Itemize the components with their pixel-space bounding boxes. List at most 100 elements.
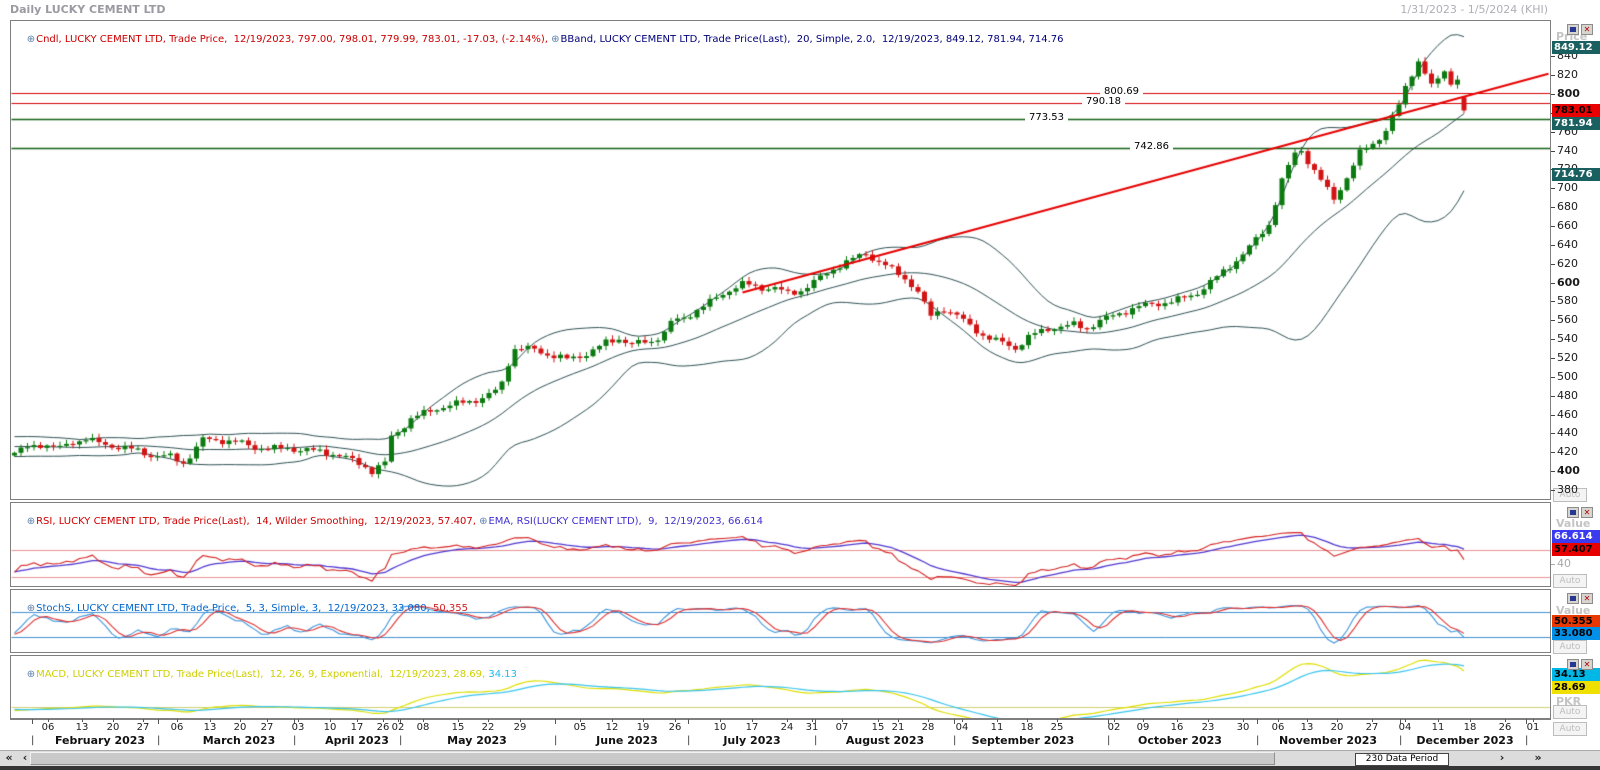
rsi-series-label[interactable]: RSI, LUCKY CEMENT LTD, Trade Price(Last)… <box>36 516 480 527</box>
price-panel-header: ⊕Cndl, LUCKY CEMENT LTD, Trade Price, 12… <box>14 23 1064 56</box>
day-tick-label: 20 <box>1330 722 1344 733</box>
price-axis-tick-label: 440 <box>1557 426 1578 439</box>
day-tick <box>997 719 998 722</box>
rsi-ema-series-label[interactable]: EMA, RSI(LUCKY CEMENT LTD), 9, 12/19/202… <box>488 516 763 527</box>
day-tick <box>812 719 813 722</box>
indicator-toggle-icon[interactable]: ⊕ <box>551 34 560 45</box>
day-tick-label: 25 <box>1050 722 1064 733</box>
price-axis-tick-label: 800 <box>1557 87 1580 100</box>
rsi-chart-canvas[interactable] <box>11 503 1550 586</box>
scroll-far-left-button[interactable]: « <box>5 751 13 764</box>
day-tick-label: 17 <box>745 722 759 733</box>
stochastic-series-label[interactable]: StochS, LUCKY CEMENT LTD, Trade Price, 5… <box>36 603 433 614</box>
indicator-toggle-icon[interactable]: ⊕ <box>26 669 36 680</box>
close-icon[interactable]: ✕ <box>1581 24 1593 35</box>
day-tick <box>643 719 644 722</box>
auto-scale-button[interactable]: Auto <box>1553 640 1587 654</box>
day-tick-label: 31 <box>805 722 819 733</box>
day-tick <box>1372 719 1373 722</box>
day-tick-label: 01 <box>1526 722 1540 733</box>
rsi-panel-header: ⊕RSI, LUCKY CEMENT LTD, Trade Price(Last… <box>14 505 763 538</box>
month-separator: | <box>554 735 558 746</box>
month-label: December 2023 <box>1416 734 1514 747</box>
price-axis-tick-label: 600 <box>1557 276 1580 289</box>
minimize-button[interactable] <box>1567 507 1579 518</box>
restore-icon <box>1570 596 1576 601</box>
price-axis-tick-label: 820 <box>1557 68 1578 81</box>
close-icon[interactable]: ✕ <box>1581 507 1593 518</box>
price-axis-tick <box>1551 188 1555 189</box>
day-tick-label: 06 <box>170 722 184 733</box>
macd-series-label[interactable]: MACD, LUCKY CEMENT LTD, Trade Price(Last… <box>36 669 489 680</box>
stochastic-chart-canvas[interactable] <box>11 590 1550 652</box>
price-level-label: 742.86 <box>1130 140 1173 152</box>
day-tick-label: 09 <box>1136 722 1150 733</box>
day-tick <box>1114 719 1115 722</box>
auto-scale-button[interactable]: Auto <box>1553 722 1587 736</box>
scroll-far-right-button[interactable]: » <box>1534 751 1542 764</box>
day-tick-label: 26 <box>1498 722 1512 733</box>
auto-scale-button[interactable]: Auto <box>1553 574 1587 588</box>
price-axis-tick <box>1551 377 1555 378</box>
macd-chart-canvas[interactable] <box>11 656 1550 718</box>
indicator-toggle-icon[interactable]: ⊕ <box>26 34 36 45</box>
day-tick-label: 13 <box>1300 722 1314 733</box>
month-separator: | <box>814 735 818 746</box>
auto-scale-button[interactable]: Auto <box>1553 488 1587 502</box>
day-tick-label: 27 <box>260 722 274 733</box>
day-tick <box>878 719 879 722</box>
day-tick-label: 10 <box>713 722 727 733</box>
price-axis-tick-label: 620 <box>1557 257 1578 270</box>
price-axis-tick <box>1551 151 1555 152</box>
day-tick <box>752 719 753 722</box>
price-axis-tick-label: 480 <box>1557 389 1578 402</box>
indicator-toggle-icon[interactable]: ⊕ <box>479 516 488 527</box>
minimize-button[interactable] <box>1567 593 1579 604</box>
month-label: April 2023 <box>325 734 389 747</box>
day-tick-label: 26 <box>376 722 390 733</box>
day-tick-label: 20 <box>233 722 247 733</box>
day-tick <box>1143 719 1144 722</box>
month-tick <box>1257 719 1258 724</box>
minimize-button[interactable] <box>1567 659 1579 670</box>
price-axis-tick <box>1551 301 1555 302</box>
close-icon[interactable]: ✕ <box>1581 593 1593 604</box>
close-icon[interactable]: ✕ <box>1581 659 1593 670</box>
day-tick <box>1470 719 1471 722</box>
price-axis-tick <box>1551 396 1555 397</box>
day-tick-label: 16 <box>1170 722 1184 733</box>
indicator-toggle-icon[interactable]: ⊕ <box>26 516 36 527</box>
price-axis-tick <box>1551 358 1555 359</box>
month-label: November 2023 <box>1278 734 1378 747</box>
auto-scale-button[interactable]: Auto <box>1553 705 1587 719</box>
day-tick-label: 11 <box>990 722 1004 733</box>
scrollbar-thumb[interactable] <box>30 752 1275 765</box>
month-tick <box>1526 719 1527 724</box>
minimize-button[interactable] <box>1567 24 1579 35</box>
indicator-toggle-icon[interactable]: ⊕ <box>26 603 36 614</box>
month-label: October 2023 <box>1138 734 1222 747</box>
price-level-label: 773.53 <box>1025 111 1068 123</box>
bband-series-label[interactable]: BBand, LUCKY CEMENT LTD, Trade Price(Las… <box>560 34 1064 45</box>
day-tick <box>113 719 114 722</box>
month-tick <box>158 719 159 724</box>
month-tick <box>32 719 33 724</box>
axis-value-badge: 57.407 <box>1552 543 1600 556</box>
price-chart-canvas[interactable] <box>11 21 1550 499</box>
month-separator: | <box>1525 735 1529 746</box>
day-tick <box>1405 719 1406 722</box>
day-tick <box>423 719 424 722</box>
day-tick-label: 13 <box>203 722 217 733</box>
day-tick <box>612 719 613 722</box>
stochastic-d-value-label: 50.355 <box>432 603 468 614</box>
price-axis-tick <box>1551 226 1555 227</box>
candle-series-label[interactable]: Cndl, LUCKY CEMENT LTD, Trade Price, 12/… <box>36 34 552 45</box>
scroll-left-button[interactable]: ‹ <box>22 751 28 764</box>
day-tick <box>520 719 521 722</box>
rsi-axis-title: Value <box>1556 517 1591 530</box>
horizontal-scrollbar[interactable]: « ‹ 230 Data Period › » <box>0 750 1600 767</box>
day-tick <box>177 719 178 722</box>
axis-value-badge: 33.080 <box>1552 627 1600 640</box>
scroll-right-button[interactable]: › <box>1499 751 1505 764</box>
